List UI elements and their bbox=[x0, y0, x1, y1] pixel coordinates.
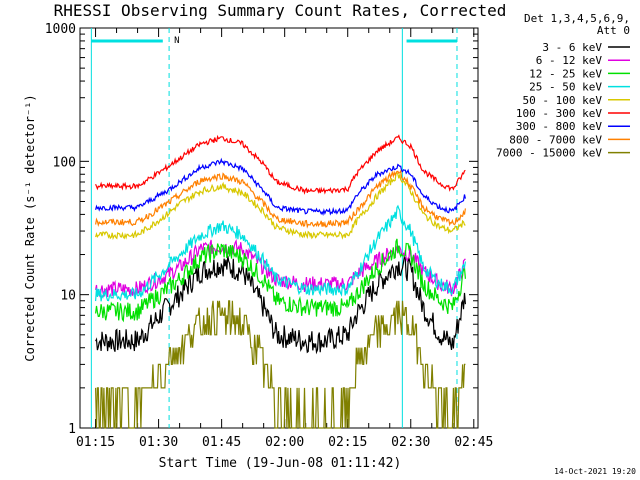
legend-label: 25 - 50 keV bbox=[529, 81, 602, 94]
legend-label: 7000 - 15000 keV bbox=[496, 147, 602, 160]
annotation-label: N bbox=[174, 36, 179, 46]
series-line bbox=[95, 171, 466, 241]
series-line bbox=[95, 134, 466, 195]
x-tick-label: 02:30 bbox=[391, 435, 430, 450]
x-tick-label: 02:00 bbox=[265, 435, 304, 450]
x-tick-label: 02:45 bbox=[454, 435, 493, 450]
legend-label: 50 - 100 keV bbox=[523, 94, 603, 107]
x-tick-label: 01:15 bbox=[76, 435, 115, 450]
series-line bbox=[95, 157, 466, 216]
x-tick-label: 01:45 bbox=[202, 435, 241, 450]
chart-title: RHESSI Observing Summary Count Rates, Co… bbox=[54, 1, 507, 20]
legend-header: Det 1,3,4,5,6,9, bbox=[524, 12, 630, 25]
y-tick-label: 100 bbox=[53, 155, 76, 170]
legend-label: 3 - 6 keV bbox=[542, 41, 602, 54]
series-line bbox=[95, 204, 466, 302]
x-axis-label: Start Time (19-Jun-08 01:11:42) bbox=[159, 456, 402, 471]
series-line bbox=[95, 238, 466, 298]
y-axis-label: Corrected Count Rate (s⁻¹ detector⁻¹) bbox=[23, 94, 37, 361]
y-tick-label: 1000 bbox=[45, 22, 76, 37]
series-line bbox=[95, 238, 466, 323]
plot-frame bbox=[79, 27, 479, 429]
series-line bbox=[95, 300, 466, 429]
timestamp: 14-Oct-2021 19:20 bbox=[554, 467, 636, 476]
x-tick-label: 02:15 bbox=[328, 435, 367, 450]
legend-label: 800 - 7000 keV bbox=[509, 133, 602, 146]
legend-label: 100 - 300 keV bbox=[516, 107, 602, 120]
x-tick-label: 01:30 bbox=[139, 435, 178, 450]
legend-label: 300 - 800 keV bbox=[516, 120, 602, 133]
y-tick-label: 10 bbox=[60, 289, 76, 304]
legend-header: Att 0 bbox=[597, 24, 630, 37]
legend-label: 6 - 12 keV bbox=[536, 54, 603, 67]
series-line bbox=[95, 255, 466, 355]
legend-label: 12 - 25 keV bbox=[529, 67, 602, 80]
y-tick-label: 1 bbox=[68, 422, 76, 437]
plot-area: 1 10 100 1000 01:15 01:30 01:45 02:00 02:15 02:30… bbox=[45, 22, 494, 450]
series-line bbox=[95, 169, 466, 229]
